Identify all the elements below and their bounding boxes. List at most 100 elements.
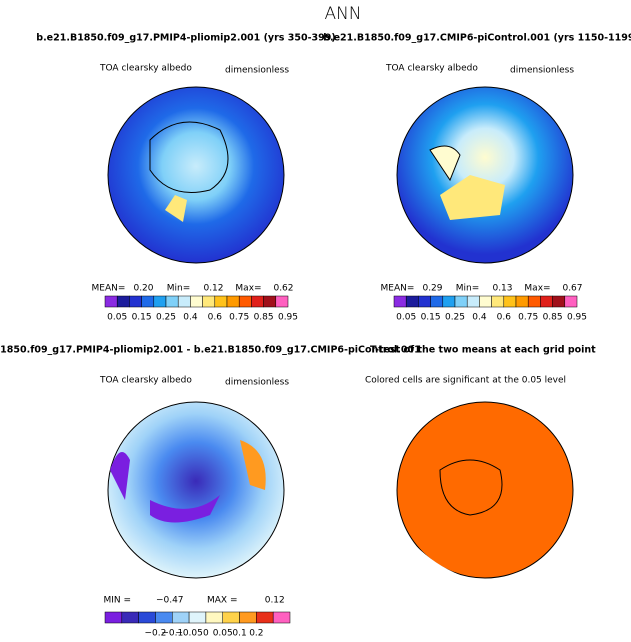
units-label: dimensionless <box>510 66 574 76</box>
colorbar-box <box>205 611 223 624</box>
stat: MEAN= <box>92 284 126 294</box>
colorbar-box <box>393 295 407 308</box>
colorbar-label: 0.95 <box>278 313 298 323</box>
colorbar-box <box>177 295 191 308</box>
stat: Min= <box>167 284 191 294</box>
coastline <box>149 121 229 193</box>
colorbar-box <box>165 295 179 308</box>
map <box>396 86 574 264</box>
colorbar-box <box>239 611 257 624</box>
colorbar-box <box>564 295 578 308</box>
colorbar-label: 0 <box>203 629 209 639</box>
colorbar-box <box>479 295 492 308</box>
panel-title: T-test of the two means at each grid poi… <box>370 345 596 356</box>
colorbar-box <box>491 295 505 308</box>
colorbar-label: 0.95 <box>567 313 587 323</box>
map-feature <box>165 195 187 222</box>
colorbar-box <box>153 295 167 308</box>
stat: 0.12 <box>265 596 285 606</box>
units-label: dimensionless <box>225 66 289 76</box>
colorbar-box <box>202 295 216 308</box>
colorbar-label: 0.85 <box>543 313 563 323</box>
colorbar-label: 0.05 <box>213 629 233 639</box>
stat: MEAN= <box>381 284 415 294</box>
colorbar-box <box>138 611 156 624</box>
panel-title: b.e21.B1850.f09_g17.CMIP6-piControl.001 … <box>323 33 631 44</box>
colorbar-box <box>272 611 291 624</box>
colorbar-label: 0.6 <box>208 313 223 323</box>
stat: 0.62 <box>273 284 293 294</box>
colorbar-box <box>275 295 289 308</box>
colorbar-label: 0.15 <box>132 313 152 323</box>
colorbar-box <box>104 611 123 624</box>
colorbar-box <box>141 295 155 308</box>
colorbar-label: −0.2 <box>145 629 167 639</box>
map-feature <box>415 545 460 580</box>
colorbar-box <box>190 295 203 308</box>
colorbar-label: 0.2 <box>249 629 263 639</box>
colorbar-label: 0.85 <box>254 313 274 323</box>
colorbar-box <box>430 295 444 308</box>
map <box>107 86 285 264</box>
map <box>107 401 285 579</box>
map-feature <box>440 175 505 220</box>
variable-label: TOA clearsky albedo <box>99 376 192 386</box>
stat: Max= <box>524 284 550 294</box>
colorbar-box <box>104 295 118 308</box>
colorbar-box <box>418 295 431 308</box>
colorbar-box <box>238 295 252 308</box>
colorbar-box <box>188 611 207 624</box>
colorbar-box <box>552 295 566 308</box>
colorbar-box <box>466 295 480 308</box>
figure-title: ANN <box>324 4 361 24</box>
colorbar-box <box>405 295 419 308</box>
stat: 0.12 <box>203 284 223 294</box>
colorbar-label: −0.05 <box>175 629 203 639</box>
colorbar-box <box>442 295 456 308</box>
colorbar-label: 0.4 <box>183 313 198 323</box>
note: Colored cells are significant at the 0.0… <box>365 376 566 386</box>
variable-label: TOA clearsky albedo <box>385 64 478 74</box>
colorbar-box <box>121 611 139 624</box>
colorbar-box <box>263 295 277 308</box>
stat: MAX = <box>207 596 238 606</box>
colorbar-label: 0.4 <box>472 313 487 323</box>
stat: Min= <box>456 284 480 294</box>
colorbar-box <box>214 295 228 308</box>
colorbar-label: 0.25 <box>156 313 176 323</box>
variable-label: TOA clearsky albedo <box>99 64 192 74</box>
colorbar-box <box>454 295 468 308</box>
panel-title: b.e21.B1850.f09_g17.PMIP4-pliomip2.001 (… <box>36 33 335 44</box>
map-feature <box>240 440 266 490</box>
stat: 0.13 <box>492 284 512 294</box>
stat: 0.67 <box>562 284 582 294</box>
colorbar-label: 0.6 <box>497 313 512 323</box>
panel-title: b.e21.B1850.f09_g17.PMIP4-pliomip2.001 -… <box>0 345 421 356</box>
colorbar-label: −0.1 <box>161 629 183 639</box>
stat: Max= <box>235 284 261 294</box>
colorbar-label: 0.25 <box>445 313 465 323</box>
colorbar-box <box>251 295 264 308</box>
colorbar-box <box>222 611 240 624</box>
colorbar-box <box>116 295 130 308</box>
stat: −0.47 <box>156 596 184 606</box>
map <box>396 401 574 579</box>
coastline <box>439 459 503 516</box>
colorbar-box <box>540 295 553 308</box>
colorbar-label: 0.1 <box>232 629 246 639</box>
stat: MIN = <box>103 596 131 606</box>
units-label: dimensionless <box>225 378 289 388</box>
colorbar-box <box>155 611 173 624</box>
colorbar-box <box>256 611 274 624</box>
colorbar-label: 0.15 <box>421 313 441 323</box>
colorbar-label: 0.05 <box>107 313 127 323</box>
stat: 0.20 <box>133 284 153 294</box>
colorbar-box <box>129 295 142 308</box>
colorbar-box <box>515 295 529 308</box>
colorbar-label: 0.05 <box>396 313 416 323</box>
colorbar-box <box>527 295 541 308</box>
map-feature <box>110 452 130 500</box>
colorbar-box <box>503 295 517 308</box>
stat: 0.29 <box>422 284 442 294</box>
